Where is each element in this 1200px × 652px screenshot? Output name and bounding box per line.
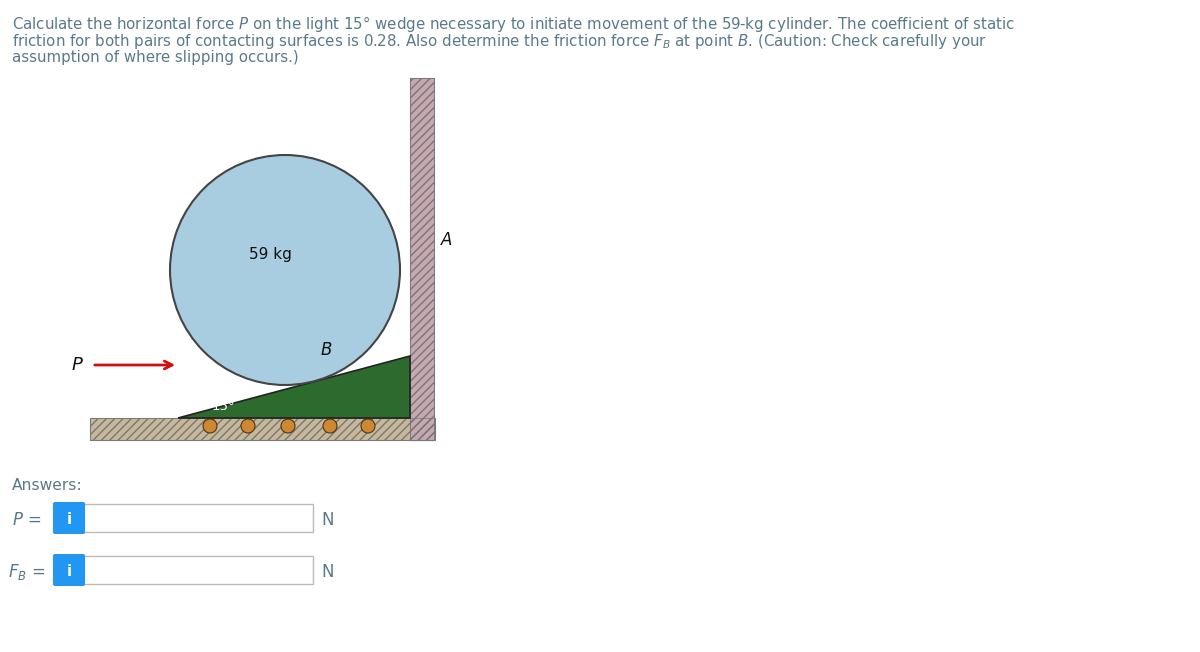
Text: 59 kg: 59 kg	[248, 248, 292, 263]
Bar	[83, 556, 313, 584]
Text: $P$: $P$	[71, 356, 84, 374]
Text: $A$: $A$	[440, 231, 454, 249]
Circle shape	[281, 419, 295, 433]
Text: Calculate the horizontal force $P$ on the light 15° wedge necessary to initiate : Calculate the horizontal force $P$ on th…	[12, 14, 1015, 34]
Text: 15°: 15°	[211, 400, 235, 413]
Text: friction for both pairs of contacting surfaces is 0.28. Also determine the frict: friction for both pairs of contacting su…	[12, 32, 988, 51]
Text: N: N	[322, 563, 334, 581]
FancyBboxPatch shape	[53, 554, 85, 586]
Text: Answers:: Answers:	[12, 478, 83, 493]
Circle shape	[241, 419, 256, 433]
Text: i: i	[66, 512, 72, 527]
Bar	[90, 418, 436, 440]
Polygon shape	[178, 356, 410, 418]
Text: assumption of where slipping occurs.): assumption of where slipping occurs.)	[12, 50, 299, 65]
FancyBboxPatch shape	[53, 502, 85, 534]
Circle shape	[203, 419, 217, 433]
Text: N: N	[322, 511, 334, 529]
Circle shape	[170, 155, 400, 385]
Circle shape	[361, 419, 374, 433]
Text: $P$ =: $P$ =	[12, 511, 42, 529]
Bar	[90, 418, 436, 440]
Bar	[83, 504, 313, 532]
Text: i: i	[66, 565, 72, 580]
Text: $B$: $B$	[320, 341, 332, 359]
Text: $F_B$ =: $F_B$ =	[8, 562, 46, 582]
Bar	[410, 78, 434, 440]
Bar	[410, 78, 434, 440]
Circle shape	[323, 419, 337, 433]
